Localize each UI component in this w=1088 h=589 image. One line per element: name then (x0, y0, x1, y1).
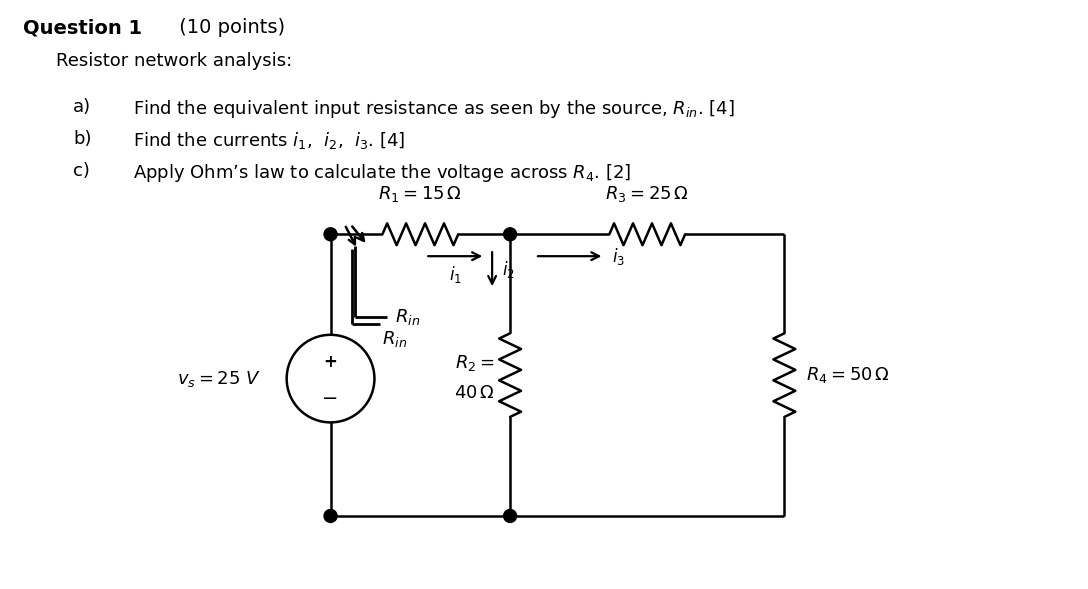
Circle shape (324, 509, 337, 522)
Text: c): c) (73, 161, 90, 180)
Text: $i_3$: $i_3$ (613, 246, 626, 267)
Text: Find the currents $i_1$,  $i_2$,  $i_3$. [4]: Find the currents $i_1$, $i_2$, $i_3$. [… (133, 130, 405, 151)
Circle shape (504, 228, 517, 241)
Text: $i_2$: $i_2$ (502, 259, 515, 280)
Text: $40\,\Omega$: $40\,\Omega$ (455, 384, 495, 402)
Text: $R_3 = 25\,\Omega$: $R_3 = 25\,\Omega$ (605, 184, 689, 204)
Text: $R_{in}$: $R_{in}$ (382, 329, 408, 349)
Text: $R_{in}$: $R_{in}$ (395, 307, 421, 327)
Text: (10 points): (10 points) (173, 18, 285, 37)
Text: $R_4 = 50\,\Omega$: $R_4 = 50\,\Omega$ (806, 365, 890, 385)
Text: Question 1: Question 1 (23, 18, 143, 37)
Text: a): a) (73, 98, 91, 116)
Text: −: − (322, 389, 338, 408)
Text: $R_2 =$: $R_2 =$ (456, 353, 495, 373)
Text: $R_1 = 15\,\Omega$: $R_1 = 15\,\Omega$ (379, 184, 462, 204)
Text: $i_1$: $i_1$ (448, 264, 461, 285)
Text: Apply Ohm’s law to calculate the voltage across $R_4$. [2]: Apply Ohm’s law to calculate the voltage… (133, 161, 631, 184)
Text: b): b) (73, 130, 91, 148)
Circle shape (504, 509, 517, 522)
Text: Resistor network analysis:: Resistor network analysis: (57, 52, 293, 70)
Circle shape (324, 228, 337, 241)
Text: +: + (323, 353, 337, 370)
Text: Find the equivalent input resistance as seen by the source, $R_{in}$. [4]: Find the equivalent input resistance as … (133, 98, 734, 120)
Text: $v_s = 25$ V: $v_s = 25$ V (177, 369, 261, 389)
